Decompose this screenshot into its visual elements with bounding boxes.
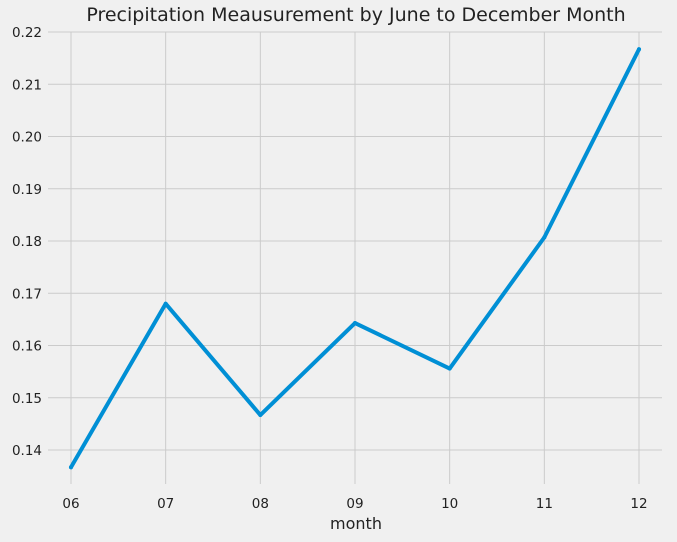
x-axis-ticks: 06 07 08 09 10 11 12 bbox=[62, 496, 647, 512]
data-point bbox=[258, 413, 263, 418]
y-tick-label: 0.15 bbox=[12, 391, 42, 407]
data-point bbox=[353, 321, 357, 326]
x-tick-label: 12 bbox=[630, 496, 647, 512]
y-tick-label: 0.21 bbox=[12, 77, 42, 93]
x-tick-label: 11 bbox=[536, 496, 553, 512]
data-point bbox=[69, 465, 73, 470]
y-tick-label: 0.22 bbox=[12, 25, 42, 41]
x-tick-label: 09 bbox=[346, 496, 363, 512]
x-tick-label: 06 bbox=[62, 496, 79, 512]
y-tick-label: 0.19 bbox=[12, 182, 42, 198]
y-tick-label: 0.18 bbox=[12, 234, 42, 250]
x-tick-label: 10 bbox=[441, 496, 458, 512]
grid bbox=[48, 31, 662, 484]
y-tick-label: 0.14 bbox=[12, 443, 42, 459]
x-tick-label: 07 bbox=[157, 496, 174, 512]
x-tick-label: 08 bbox=[252, 496, 269, 512]
data-point bbox=[637, 47, 641, 52]
data-point bbox=[447, 366, 452, 371]
data-point bbox=[163, 301, 168, 306]
chart-title: Precipitation Meausurement by June to De… bbox=[86, 4, 625, 26]
y-axis-ticks: 0.14 0.15 0.16 0.17 0.18 0.19 0.20 0.21 0.22 bbox=[12, 25, 42, 459]
x-axis-label: month bbox=[330, 514, 382, 533]
data-point bbox=[542, 235, 547, 240]
y-tick-label: 0.20 bbox=[12, 130, 42, 146]
series-layer bbox=[69, 47, 641, 470]
y-tick-label: 0.17 bbox=[12, 286, 42, 302]
y-tick-label: 0.16 bbox=[12, 339, 42, 355]
